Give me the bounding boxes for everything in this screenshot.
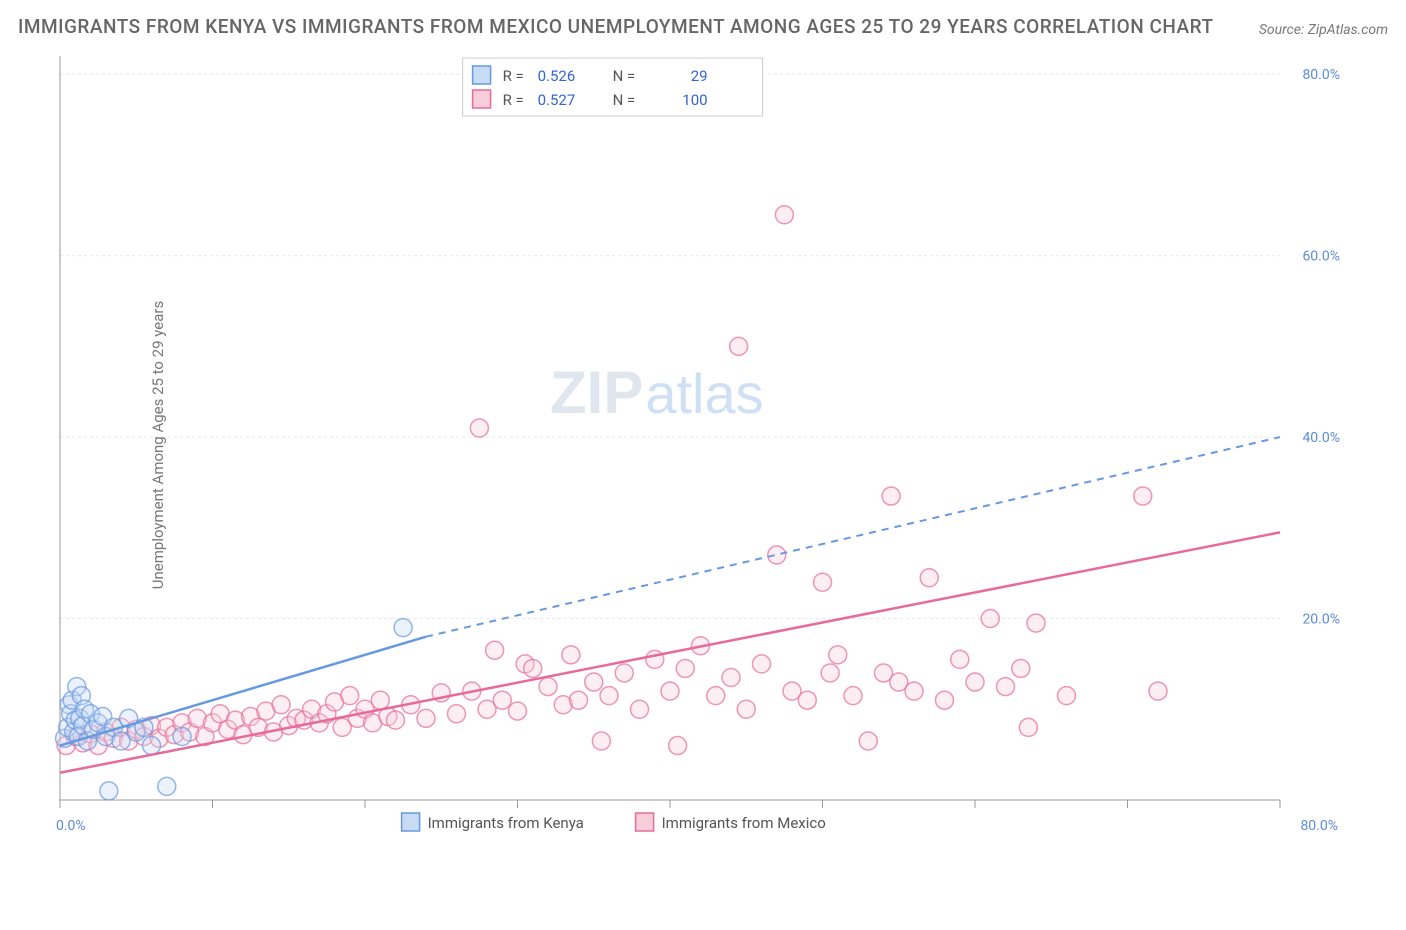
y-tick-label: 20.0% <box>1302 612 1340 628</box>
data-point <box>539 678 557 696</box>
data-point <box>272 696 290 714</box>
data-point <box>722 669 740 687</box>
x-tick-label: 80.0% <box>1300 818 1338 834</box>
legend-swatch <box>402 813 420 831</box>
trend-line <box>60 533 1280 773</box>
data-point <box>814 574 832 592</box>
data-point <box>509 702 527 720</box>
legend-n-label: N = <box>613 91 636 109</box>
legend-r-value[interactable]: 0.527 <box>538 91 576 109</box>
data-point <box>737 701 755 719</box>
data-point <box>387 712 405 730</box>
data-point <box>768 546 786 564</box>
data-point <box>524 660 542 678</box>
data-point <box>562 646 580 664</box>
data-point <box>1012 660 1030 678</box>
data-point <box>486 642 504 660</box>
data-point <box>158 778 176 796</box>
data-point <box>730 338 748 356</box>
data-point <box>997 678 1015 696</box>
data-point <box>1027 614 1045 632</box>
data-point <box>371 692 389 710</box>
legend-r-label: R = <box>503 91 524 109</box>
data-point <box>570 692 588 710</box>
x-tick-label: 0.0% <box>56 818 86 834</box>
data-point <box>775 206 793 224</box>
data-point <box>592 732 610 750</box>
data-point <box>821 664 839 682</box>
y-axis-label: Unemployment Among Ages 25 to 29 years <box>149 301 167 589</box>
legend-swatch <box>636 813 654 831</box>
data-point <box>882 487 900 505</box>
legend-swatch <box>473 90 491 108</box>
data-point <box>859 732 877 750</box>
legend-swatch <box>473 66 491 84</box>
data-point <box>844 687 862 705</box>
data-point <box>1149 683 1167 701</box>
data-point <box>966 673 984 691</box>
data-point <box>600 687 618 705</box>
scatter-chart: ZIPatlas 0.0% 80.0% 20.0% 40.0% 60.0% 80.0% R =… <box>18 50 1348 840</box>
data-point <box>753 655 771 673</box>
trend-line-extrapolated <box>426 437 1280 637</box>
data-point <box>417 710 435 728</box>
data-point <box>707 687 725 705</box>
data-point <box>798 692 816 710</box>
y-tick-label: 80.0% <box>1302 68 1340 84</box>
data-point <box>936 692 954 710</box>
data-point <box>341 687 359 705</box>
chart-container: Unemployment Among Ages 25 to 29 years Z… <box>18 50 1388 840</box>
data-point <box>981 610 999 628</box>
data-point <box>951 651 969 669</box>
watermark: ZIPatlas <box>550 360 764 427</box>
data-point <box>1134 487 1152 505</box>
data-point <box>470 419 488 437</box>
data-point <box>920 569 938 587</box>
source-credit: Source: ZipAtlas.com <box>1259 22 1388 38</box>
legend-n-value[interactable]: 29 <box>691 67 708 85</box>
legend-series-label: Immigrants from Mexico <box>662 814 826 832</box>
y-tick-label: 60.0% <box>1302 249 1340 265</box>
data-point <box>631 701 649 719</box>
legend-r-value[interactable]: 0.526 <box>538 67 576 85</box>
data-point <box>1058 687 1076 705</box>
data-point <box>448 705 466 723</box>
data-point <box>676 660 694 678</box>
data-point <box>394 619 412 637</box>
data-point <box>1019 719 1037 737</box>
data-point <box>100 782 118 800</box>
legend-n-label: N = <box>613 67 636 85</box>
data-point <box>905 683 923 701</box>
data-point <box>615 664 633 682</box>
chart-title: IMMIGRANTS FROM KENYA VS IMMIGRANTS FROM… <box>18 12 1259 42</box>
data-point <box>669 737 687 755</box>
data-point <box>493 692 511 710</box>
data-point <box>585 673 603 691</box>
y-tick-label: 40.0% <box>1302 430 1340 446</box>
data-point <box>173 728 191 746</box>
legend-r-label: R = <box>503 67 524 85</box>
data-point <box>661 683 679 701</box>
data-point <box>829 646 847 664</box>
legend-series-label: Immigrants from Kenya <box>428 814 584 832</box>
data-point <box>143 737 161 755</box>
legend-n-value[interactable]: 100 <box>682 91 707 109</box>
